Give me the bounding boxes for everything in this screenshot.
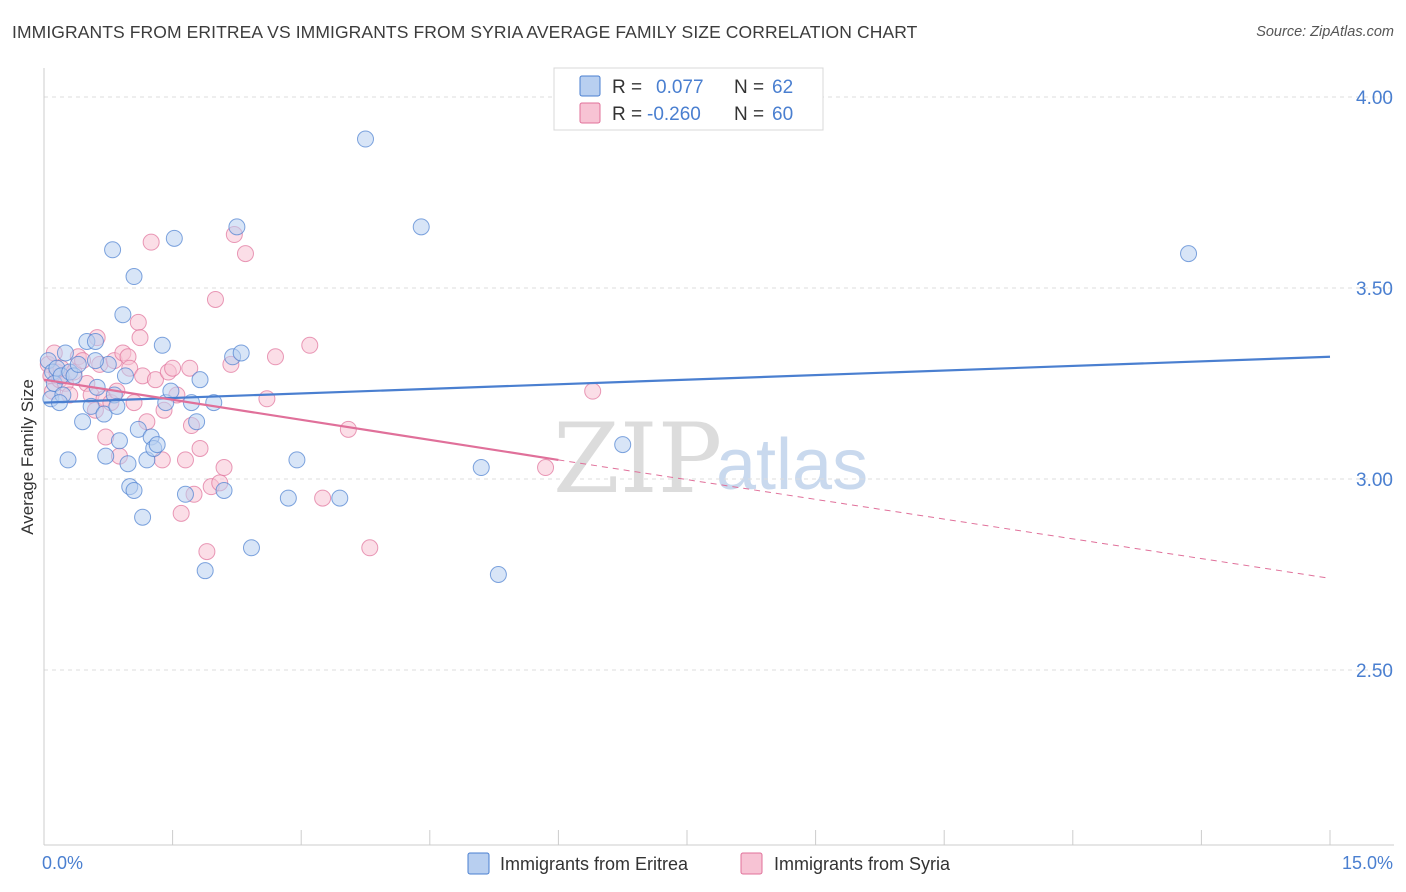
source-credit: Source: ZipAtlas.com [1256,24,1394,40]
series-eritrea-points [39,130,1198,583]
point-eritrea [125,268,143,286]
point-eritrea [288,451,306,469]
bottom-legend-label-eritrea: Immigrants from Eritrea [500,854,689,874]
point-eritrea [59,451,77,469]
point-eritrea [176,485,194,503]
point-syria [206,290,224,308]
point-syria [215,459,233,477]
point-syria [361,539,379,557]
point-eritrea [108,397,126,415]
point-eritrea [242,539,260,557]
point-eritrea [86,352,104,370]
point-syria [172,504,190,522]
point-eritrea [56,344,74,362]
point-eritrea [134,508,152,526]
point-eritrea [412,218,430,236]
x-tick-label-min: 0.0% [42,853,83,873]
point-syria [164,359,182,377]
point-eritrea [228,218,246,236]
y-axis-label: Average Family Size [18,379,37,535]
watermark-zip: ZIP [553,403,722,515]
axes [43,68,1394,846]
point-eritrea [104,241,122,259]
legend-n-value-1: 62 [772,77,793,98]
point-syria [146,371,164,389]
point-eritrea [82,397,100,415]
chart-title: IMMIGRANTS FROM ERITREA VS IMMIGRANTS FR… [12,22,918,42]
point-eritrea [86,332,104,350]
point-eritrea [69,355,87,373]
point-syria [339,420,357,438]
y-tick-label: 3.00 [1356,470,1393,491]
legend-swatch-syria [579,102,601,124]
point-eritrea [119,455,137,473]
point-eritrea [95,405,113,423]
point-syria [584,382,602,400]
point-eritrea [110,432,128,450]
y-tick-label: 2.50 [1356,661,1393,682]
point-eritrea [74,413,92,431]
point-eritrea [125,481,143,499]
point-eritrea [196,562,214,580]
point-eritrea [489,566,507,583]
point-syria [236,245,254,263]
trend-line-syria [43,378,559,461]
point-eritrea [1180,245,1198,263]
y-tick-label: 4.00 [1356,88,1393,109]
legend-series: Immigrants from Eritrea Immigrants from … [467,852,951,875]
legend-swatch-eritrea [579,75,601,97]
x-ticks [172,830,1331,845]
trend-lines [43,355,1331,579]
point-eritrea [472,459,490,477]
point-syria [142,233,160,251]
point-eritrea [97,447,115,465]
point-eritrea [279,489,297,507]
point-syria [198,543,216,561]
point-syria [314,489,332,507]
point-eritrea [129,420,147,438]
x-tick-label-max: 15.0% [1342,853,1393,873]
point-eritrea [162,382,180,400]
legend-r-label-1: R = [612,77,642,98]
point-eritrea [116,367,134,385]
trend-line-eritrea [43,355,1331,404]
watermark-atlas: atlas [716,425,868,505]
point-syria [176,451,194,469]
point-eritrea [357,130,374,148]
bottom-legend-label-syria: Immigrants from Syria [774,854,951,874]
bottom-legend-swatch-eritrea [467,852,490,875]
legend-n-value-2: 60 [772,104,793,125]
y-tick-label: 3.50 [1356,279,1393,300]
legend-stats: R = 0.077 N = 62 R = -0.260 N = 60 [553,67,824,131]
point-eritrea [614,436,632,454]
point-syria [301,336,319,354]
legend-r-label-2: R = [612,104,642,125]
point-eritrea [165,229,183,247]
point-eritrea [232,344,250,362]
point-eritrea [188,413,206,431]
legend-r-value-1: 0.077 [656,77,704,98]
point-eritrea [215,481,233,499]
point-eritrea [153,336,171,354]
point-syria [131,329,149,347]
gridlines [44,96,1394,671]
legend-n-label-1: N = [734,77,764,98]
point-syria [129,313,147,331]
point-eritrea [191,371,209,389]
trend-line-syria-extension [558,459,1331,579]
legend-n-label-2: N = [734,104,764,125]
bottom-legend-swatch-syria [740,852,763,875]
point-syria [266,348,284,366]
point-syria [181,359,199,377]
point-syria [125,394,143,412]
point-syria [191,439,209,457]
y-tick-labels: 2.50 3.00 3.50 4.00 [1356,88,1393,682]
point-eritrea [331,489,349,507]
point-syria [537,459,555,477]
point-eritrea [148,436,166,454]
point-eritrea [114,306,132,324]
legend-r-value-2: -0.260 [647,104,701,125]
point-syria [258,390,276,408]
